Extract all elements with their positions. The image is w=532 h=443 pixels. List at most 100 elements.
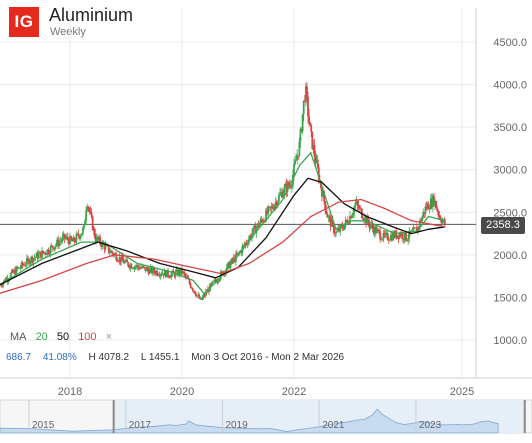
ma100-label[interactable]: 100 (78, 331, 97, 343)
y-tick-label: 2500.0 (493, 207, 527, 219)
candle-body (178, 270, 181, 275)
candle-body (330, 220, 333, 227)
candle-body (48, 253, 51, 255)
candle-body (251, 233, 253, 239)
candle-body (88, 208, 91, 212)
candle-body (325, 210, 328, 214)
candle-body (118, 257, 121, 262)
candle-body (3, 279, 6, 283)
candle-body (252, 227, 254, 234)
candle-body (71, 239, 74, 242)
moving-average-legend: MA 20 50 100 × (10, 331, 118, 343)
candle-body (430, 198, 433, 208)
candle-body (421, 216, 424, 222)
candle-body (299, 128, 302, 142)
candle-body (75, 234, 78, 242)
candle-body (128, 266, 131, 268)
candle-body (10, 270, 13, 274)
candle-body (33, 257, 36, 259)
candle-body (70, 236, 72, 240)
candle-body (204, 291, 207, 296)
candle-body (443, 219, 446, 225)
candle-body (72, 237, 75, 242)
candle-body (429, 198, 432, 210)
candle-body (440, 220, 443, 224)
candle-body (142, 266, 145, 267)
candle-body (155, 270, 158, 274)
candle-body (119, 257, 122, 263)
candle-body (345, 219, 348, 221)
candle-body (242, 244, 245, 247)
candle-body (267, 207, 270, 215)
candle-body (355, 201, 358, 204)
candle-body (36, 252, 39, 259)
close-icon[interactable]: × (105, 331, 113, 343)
candle-body (58, 241, 61, 247)
candle-body (167, 269, 169, 276)
candle-body (18, 267, 21, 269)
candle-body (56, 239, 58, 245)
candle-body (434, 201, 436, 206)
candle-body (191, 288, 194, 291)
candle-body (140, 267, 142, 269)
candle-body (158, 275, 161, 277)
candle-body (37, 253, 40, 259)
candle-body (0, 284, 2, 286)
candle-body (391, 234, 393, 241)
candle-body (98, 237, 100, 240)
candle-body (321, 187, 323, 197)
high-value: H 4078.2 (88, 352, 130, 363)
y-tick-label: 2000.0 (493, 250, 527, 262)
candle-body (339, 225, 342, 232)
candle-body (257, 223, 260, 227)
candle-body (312, 145, 315, 149)
y-tick-label: 1000.0 (493, 335, 527, 347)
candle-body (419, 220, 421, 228)
candle-body (395, 230, 398, 238)
candle-body (372, 228, 375, 234)
candle-body (258, 223, 261, 227)
candle-body (265, 210, 267, 222)
candle-body (195, 293, 197, 297)
candle-body (392, 232, 394, 241)
candle-body (2, 282, 5, 286)
timeframe-label[interactable]: Weekly (50, 26, 86, 38)
candle-body (317, 167, 320, 181)
candle-body (262, 220, 265, 222)
candle-body (101, 242, 104, 247)
candle-body (202, 294, 205, 298)
candle-body (438, 215, 441, 217)
ma20-label[interactable]: 20 (35, 331, 48, 343)
candle-body (177, 270, 180, 276)
candle-body (93, 228, 96, 238)
candle-body (246, 243, 249, 245)
candle-body (185, 276, 188, 278)
candle-body (380, 239, 383, 241)
candle-body (211, 281, 214, 284)
candle-body (114, 253, 117, 255)
candle-body (405, 232, 407, 241)
candle-body (27, 258, 29, 260)
candle-body (173, 272, 176, 277)
date-range: Mon 3 Oct 2016 - Mon 2 Mar 2026 (191, 352, 345, 363)
candle-body (358, 207, 361, 209)
candle-body (427, 203, 430, 210)
candle-body (359, 207, 362, 209)
candle-body (97, 236, 99, 240)
candle-body (91, 216, 94, 231)
candle-body (21, 262, 24, 266)
candle-body (162, 273, 165, 276)
candle-body (84, 220, 86, 226)
candle-body (362, 217, 364, 220)
candle-body (396, 235, 399, 238)
ma50-label[interactable]: 50 (56, 331, 70, 343)
candle-body (29, 261, 32, 265)
candle-body (163, 270, 166, 276)
candle-body (20, 262, 23, 268)
candle-body (351, 214, 354, 219)
candle-body (13, 269, 15, 273)
candle-body (408, 230, 411, 239)
candle-body (181, 268, 183, 274)
candle-body (439, 216, 442, 221)
